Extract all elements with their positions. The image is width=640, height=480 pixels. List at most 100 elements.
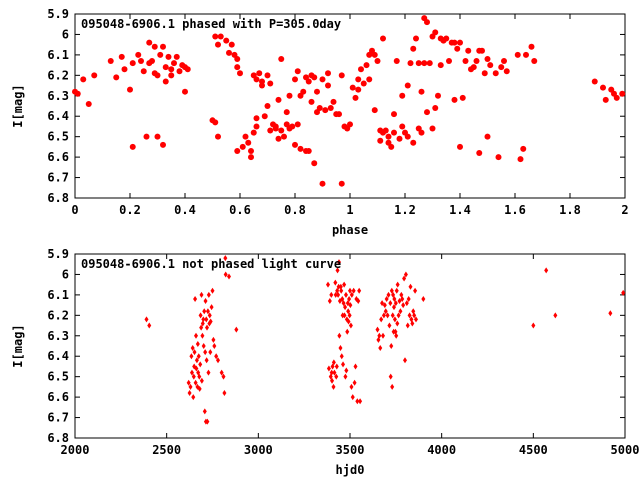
y-tick-label: 6.4 [47,109,69,123]
data-point [227,273,231,280]
data-point [385,312,390,319]
data-point [355,398,360,405]
y-axis-label: I[mag] [11,324,25,367]
data-point [311,160,318,167]
y-tick-label: 6.6 [47,390,69,404]
data-point [451,39,458,46]
data-point [621,289,626,296]
data-point [391,129,397,136]
data-point [348,302,353,309]
data-point [204,316,209,323]
x-tick-label: 1 [346,203,353,217]
data-point [330,363,335,370]
x-tick-label: 0.4 [174,203,196,217]
data-point [278,55,285,62]
data-point [188,383,193,390]
data-point [432,29,439,36]
data-point [407,312,412,319]
data-point [239,143,246,150]
data-point [346,318,351,325]
data-point [387,322,392,329]
data-point [253,115,260,122]
y-tick-label: 5.9 [47,247,69,261]
data-point [394,287,399,294]
data-point [380,35,386,42]
data-point [199,377,204,384]
data-point [358,398,363,405]
data-point [470,64,477,71]
x-tick-label: 3000 [244,443,273,457]
x-axis-label: hjd0 [336,463,365,477]
data-point [319,76,326,83]
data-point [412,312,417,319]
x-tick-label: 1.8 [559,203,581,217]
data-point [129,60,136,67]
x-tick-label: 1.2 [394,203,416,217]
data-point [206,369,211,376]
data-point [154,133,161,140]
x-tick-label: 1.4 [449,203,471,217]
data-point [212,33,219,40]
data-point [160,43,166,50]
data-point [191,373,196,380]
data-point [350,394,355,401]
data-point [286,92,293,99]
data-point [402,275,407,282]
data-point [281,133,287,140]
data-point [435,92,441,99]
x-tick-label: 0 [71,203,78,217]
y-tick-label: 6.5 [47,370,69,384]
x-tick-label: 3500 [336,443,365,457]
data-point [371,107,378,114]
data-point [334,373,339,380]
data-point [352,94,359,101]
data-point [80,76,87,83]
data-point [208,349,213,356]
data-point [389,343,394,349]
x-tick-label: 1.6 [504,203,526,217]
data-point [358,66,364,73]
data-point [335,267,340,274]
data-point [465,47,472,54]
data-point [400,295,405,302]
data-point [355,76,362,83]
data-point [363,62,370,69]
data-point [234,64,241,71]
data-point [215,41,221,48]
data-point [414,316,418,323]
data-point [333,279,338,286]
x-tick-label: 0.6 [229,203,251,217]
data-point [388,300,393,307]
data-point [261,113,268,120]
data-point [194,332,198,339]
data-point [300,88,307,95]
data-point [424,19,430,26]
data-point [334,363,339,370]
data-point [343,373,348,380]
data-point [381,332,385,339]
data-point [353,363,358,370]
data-point [205,324,209,331]
data-point [189,353,194,360]
data-point [393,58,400,65]
data-point [194,357,199,364]
data-point [85,100,92,107]
phased-light-curve-plot: 0 0.2 0.4 0.6 0.8 1 1.2 1.4 1.6 1.8 2 5.9 6 6.1 6.2 6.… [11,7,629,237]
data-point [212,343,217,349]
data-point [275,96,282,103]
y-tick-label: 6.3 [47,329,69,343]
data-point [371,51,378,58]
data-point [168,66,175,73]
data-point [289,123,296,130]
data-point [135,51,142,58]
data-point [396,312,401,319]
chart-title: 095048-6906.1 not phased light curve [81,257,341,271]
data-point [531,58,538,65]
data-point [333,291,338,298]
data-point [528,43,535,50]
x-axis-ticks: 0 0.2 0.4 0.6 0.8 1 1.2 1.4 1.6 1.8 2 [71,14,629,217]
data-point [193,379,198,386]
y-tick-label: 6.8 [47,191,69,205]
x-tick-label: 2500 [152,443,181,457]
data-point [399,123,406,130]
